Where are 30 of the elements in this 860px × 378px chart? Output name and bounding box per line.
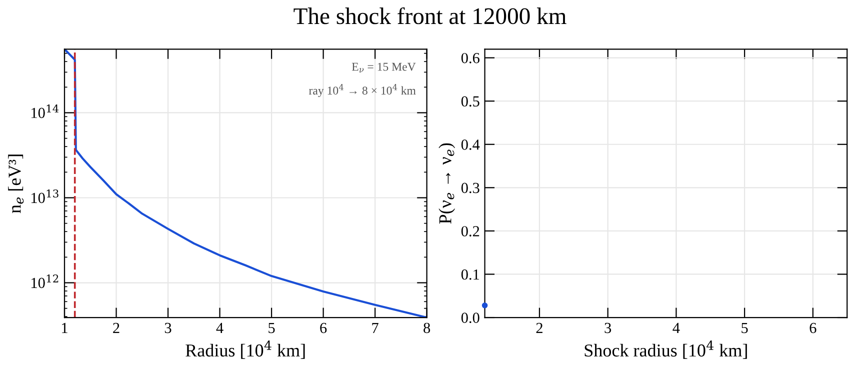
y-tick-label: 0.4 — [461, 140, 480, 150]
x-tick-label: 4 — [672, 322, 680, 333]
y-tick-label: 0.0 — [461, 312, 480, 324]
y-tick-label: 0.6 — [461, 52, 480, 64]
annotation: E$_{ν}$ = 15 MeV — [352, 62, 416, 72]
y-axis-title: n$_{e}$ [eV³] — [8, 154, 24, 214]
y-axis-title: P(ν$_{e}$ → ν$_{e}$) — [438, 143, 456, 224]
x-tick-label: 3 — [604, 322, 612, 334]
x-tick-label: 2 — [536, 322, 542, 333]
x-tick-label: 8 — [424, 322, 430, 334]
x-tick-label: 1 — [62, 322, 68, 333]
x-tick-label: 7 — [372, 322, 378, 333]
x-axis-title: Shock radius [10$^{4}$ km] — [584, 340, 747, 359]
y-tick-label: 0.1 — [461, 269, 480, 280]
y-tick-label: 0.3 — [461, 182, 480, 194]
x-tick-label: 6 — [320, 322, 327, 334]
chart-title: The shock front at 12000 km — [294, 7, 566, 24]
x-tick-label: 5 — [742, 322, 748, 334]
y-tick-label: 0.5 — [461, 96, 480, 107]
x-tick-label: 6 — [810, 322, 816, 334]
x-axis-title: Radius [10$^{4}$ km] — [186, 340, 305, 359]
y-tick-label: 10$^{13}$ — [31, 189, 58, 204]
y-tick-label: 0.2 — [461, 226, 480, 236]
x-tick-label: 5 — [268, 322, 275, 334]
y-tick-label: 10$^{14}$ — [31, 104, 59, 118]
x-tick-label: 4 — [216, 322, 224, 333]
annotation: ray 10$^{4}$ → 8 × 10$^{4}$ km — [308, 84, 416, 97]
x-tick-label: 3 — [164, 322, 172, 334]
x-tick-label: 2 — [113, 322, 120, 333]
y-tick-label: 10$^{12}$ — [31, 274, 58, 288]
